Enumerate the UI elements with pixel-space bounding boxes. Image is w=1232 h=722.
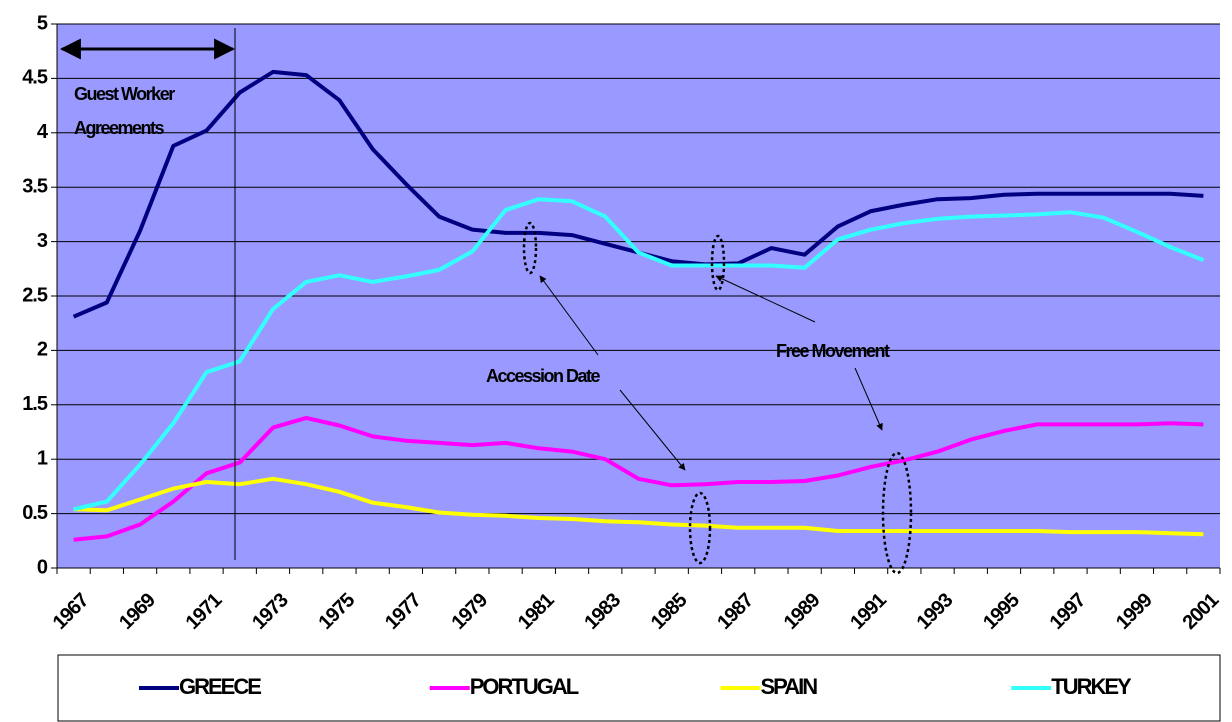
x-tick-label: 1997 bbox=[1046, 589, 1091, 634]
y-tick-label: 3.5 bbox=[22, 175, 48, 197]
ellipse bbox=[522, 221, 538, 275]
x-tick-label: 1999 bbox=[1112, 589, 1157, 634]
y-tick-label: 4 bbox=[37, 121, 49, 143]
legend-label: SPAIN bbox=[761, 674, 818, 699]
arrow bbox=[619, 389, 686, 471]
y-tick-label: 2.5 bbox=[22, 284, 48, 306]
x-tick-label: 1991 bbox=[846, 589, 891, 634]
ellipse bbox=[688, 491, 712, 565]
y-tick-label: 1.5 bbox=[22, 393, 48, 415]
series-line bbox=[73, 415, 1204, 542]
x-tick-label: 1985 bbox=[647, 589, 692, 634]
x-tick-label: 1987 bbox=[713, 589, 758, 634]
plot-area bbox=[57, 23, 1220, 569]
ellipse bbox=[710, 234, 726, 292]
ellipse bbox=[881, 451, 913, 575]
y-tick-label: 5 bbox=[37, 12, 48, 34]
y-tick-label: 0 bbox=[37, 556, 48, 578]
x-tick-label: 1981 bbox=[514, 589, 559, 634]
x-tick-label: 1967 bbox=[49, 589, 94, 634]
annotation: Free Movement bbox=[776, 341, 890, 361]
x-tick-label: 1989 bbox=[780, 589, 825, 634]
x-tick-label: 1993 bbox=[913, 589, 958, 634]
legend-label: PORTUGAL bbox=[470, 674, 579, 699]
x-tick-label: 1971 bbox=[182, 589, 227, 634]
x-tick-label: 1979 bbox=[447, 589, 492, 634]
x-tick-label: 1977 bbox=[381, 589, 426, 634]
x-tick-label: 1995 bbox=[979, 589, 1024, 634]
x-tick-label: 1983 bbox=[580, 589, 625, 634]
series-line bbox=[73, 197, 1205, 512]
arrow bbox=[854, 367, 883, 431]
y-tick-label: 3 bbox=[37, 230, 48, 252]
y-tick-label: 1 bbox=[37, 447, 48, 469]
x-tick-label: 1975 bbox=[315, 589, 360, 634]
annotation: Guest Worker Agreements bbox=[74, 84, 175, 138]
x-tick-label: 1973 bbox=[248, 589, 293, 634]
x-tick-label: 1969 bbox=[115, 589, 160, 634]
x-tick-label: 2001 bbox=[1178, 589, 1223, 634]
legend-label: GREECE bbox=[179, 674, 261, 699]
annotation: Accession Date bbox=[486, 366, 601, 386]
y-tick-label: 4.5 bbox=[22, 67, 48, 89]
y-tick-label: 2 bbox=[37, 339, 48, 361]
legend-label: TURKEY bbox=[1051, 674, 1132, 699]
y-tick-label: 0.5 bbox=[22, 502, 48, 524]
series-line bbox=[73, 476, 1204, 537]
arrow bbox=[715, 275, 816, 323]
arrow bbox=[539, 275, 599, 356]
annotation-shapes bbox=[59, 28, 913, 575]
